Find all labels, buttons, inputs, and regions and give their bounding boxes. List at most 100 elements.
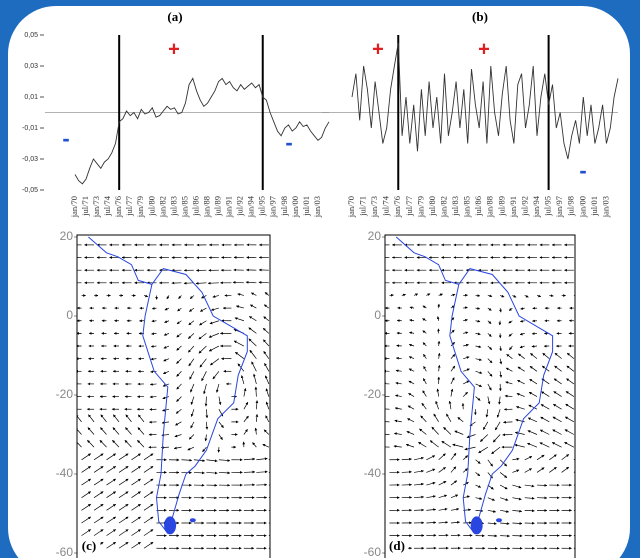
wind-vector [150,370,157,374]
wind-vector [204,396,208,407]
wind-vector [564,416,575,423]
wind-vector [512,457,520,461]
wind-vector [395,381,402,385]
wind-vector [524,456,533,461]
y-tick-label: 0,03 [24,63,38,70]
wind-vector [541,391,550,397]
wind-vector [243,457,256,461]
wind-vector [212,295,220,298]
wind-vector [505,381,513,385]
wind-vector [189,295,195,299]
wind-vector [520,307,525,310]
wind-vector [413,456,424,461]
wind-vector [77,439,82,448]
x-tick-label: jan/85 [179,196,189,218]
wind-vector [438,507,448,511]
wind-vector [161,421,170,424]
wind-vector [524,484,535,488]
wind-vector [189,307,195,312]
wind-vector [204,434,208,442]
wind-vector [265,401,270,410]
wind-vector [174,434,182,438]
wind-vector [475,509,484,513]
wind-vector [249,349,257,359]
wind-vector [232,281,244,284]
wind-vector [504,394,513,398]
wind-vector [258,281,269,284]
wind-vector [414,495,425,499]
wind-vector [218,409,224,417]
wind-vector [426,521,437,524]
wind-vector [81,453,91,461]
series-line [74,77,330,185]
wind-vector [187,446,195,451]
wind-vector [448,400,452,410]
x-tick-label: jul/92 [235,196,245,217]
x-tick-label: jul/83 [450,196,460,217]
wind-vector [565,403,575,410]
wind-vector [518,353,525,359]
wind-vector [492,434,501,443]
wind-vector [176,358,182,364]
wind-vector [203,383,207,395]
wind-vector [189,371,195,380]
wind-vector [166,295,170,300]
wind-vector [423,365,427,372]
wind-vector [265,415,270,423]
wind-vector [131,478,141,486]
y-tick-label: 20 [60,229,74,243]
wind-vector [487,320,492,324]
wind-vector [81,516,91,524]
wind-vector [118,491,129,498]
x-tick-label: jul/95 [257,196,267,217]
wind-vector [422,390,427,397]
wind-vector [487,497,496,501]
annotation: - [285,130,292,155]
wind-vector [81,491,91,498]
wind-vector [542,352,550,359]
tierra-del-fuego [164,516,177,535]
wind-vector [206,459,218,463]
wind-vector [205,409,209,419]
wind-vector [143,516,154,524]
x-tick-label: jan/88 [485,196,495,218]
wind-vector [233,340,245,347]
wind-vector [125,414,132,423]
wind-vector [514,431,525,435]
wind-vector [255,400,259,410]
wind-vector [209,320,220,325]
wind-vector [393,432,402,436]
x-tick-label: jul/80 [427,196,437,217]
wind-vector [499,308,502,313]
y-tick-label: 0 [66,308,73,322]
wind-vector [118,466,129,473]
y-tick-label: 0,05 [24,32,38,39]
wind-vector [475,345,482,349]
x-tick-label: jan/94 [246,195,256,218]
wind-vector [188,358,195,367]
wind-vector [190,409,195,417]
wind-vector [499,345,502,352]
wind-vector [566,365,575,372]
wind-vector [566,352,575,359]
wind-vector [106,503,116,511]
wind-vector [561,454,570,461]
label-box [78,537,100,557]
wind-vector [150,357,157,361]
x-tick-label: jul/89 [213,196,223,217]
wind-vector [81,478,91,486]
wind-vector [463,318,468,322]
wind-vector [149,395,157,399]
wind-vector [531,344,538,348]
wind-vector [528,404,538,410]
wind-vector [539,442,550,448]
wind-vector [195,281,207,285]
wind-vector [188,345,195,353]
wind-vector [202,446,207,453]
wind-vector [508,320,513,324]
wind-vector [151,332,157,336]
x-tick-label: jan/73 [91,196,101,218]
wind-vector [253,373,257,385]
wind-vector [190,396,195,405]
